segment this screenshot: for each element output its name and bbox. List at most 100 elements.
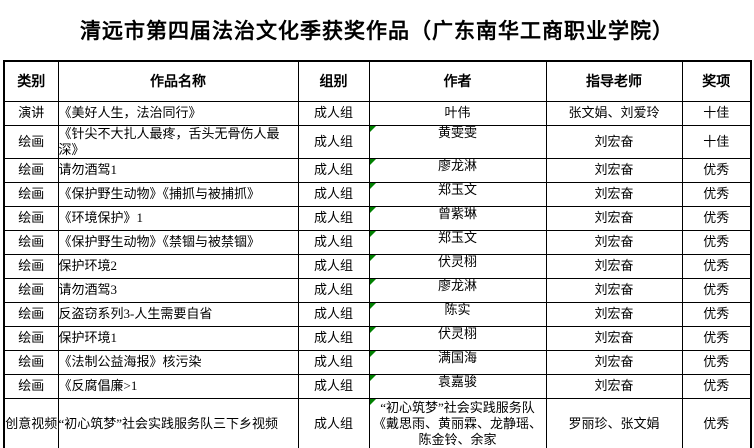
cell-author: 满国海: [368, 349, 547, 375]
cell-work: 《保护野生动物》《禁锢与被禁锢》: [57, 229, 299, 255]
cell-teacher: 刘宏奋: [545, 349, 683, 375]
cell-text: 创意视频: [5, 416, 58, 432]
cell-text: 《反腐倡廉>1: [58, 378, 138, 393]
cell-award: 优秀: [681, 373, 752, 399]
table-row: 绘画 《保护野生动物》《禁锢与被禁锢》 成人组 郑玉文 刘宏奋 优秀: [3, 229, 752, 255]
cell-text: 罗丽珍、张文娟: [568, 416, 660, 432]
page-title: 清远市第四届法治文化季获奖作品（广东南华工商职业学院）: [80, 20, 674, 43]
cell-work: “初心筑梦”社会实践服务队三下乡视频: [57, 397, 299, 448]
comment-marker-icon: [370, 231, 376, 237]
award-table: 类别 作品名称 组别 作者 指导老师 奖项 演讲 《美好人生，法治同行》 成人组 叶伟…: [3, 60, 752, 448]
cell-text: 绘画: [18, 133, 45, 149]
cell-text: 绘画: [18, 210, 45, 225]
cell-work: 请勿酒驾3: [57, 277, 299, 303]
cell-text: 郑玉文: [437, 182, 477, 197]
cell-text: 绘画: [18, 378, 45, 393]
cell-text: 成人组: [313, 354, 353, 369]
cell-text: 绘画: [18, 330, 45, 345]
cell-text: 叶伟: [444, 105, 471, 120]
comment-marker-icon: [370, 126, 376, 132]
cell-text: 请勿酒驾1: [58, 162, 118, 177]
comment-marker-icon: [370, 183, 376, 189]
comment-marker-icon: [370, 255, 376, 261]
cell-text: 刘宏奋: [594, 378, 634, 393]
cell-award: 十佳: [681, 100, 752, 126]
cell-text: 《法制公益海报》核污染: [58, 354, 202, 369]
cell-text: 十佳: [703, 105, 730, 120]
cell-category: 演讲: [3, 100, 59, 126]
cell-award: 优秀: [681, 397, 752, 448]
cell-work: 《反腐倡廉>1: [57, 373, 299, 399]
cell-text: 反盗窃系列3-人生需要自省: [58, 306, 213, 321]
cell-text: 演讲: [18, 105, 45, 120]
header-category: 类别: [3, 60, 59, 102]
cell-work: 《环境保护》1: [57, 205, 299, 231]
table-row: 绘画 保护环境1 成人组 伏灵栩 刘宏奋 优秀: [3, 325, 752, 351]
cell-award: 优秀: [681, 325, 752, 351]
cell-award: 优秀: [681, 229, 752, 255]
cell-text: 十佳: [703, 133, 730, 149]
cell-text: 优秀: [703, 210, 730, 225]
table-row: 绘画 《针尖不大扎人最疼，舌头无骨伤人最深》 成人组 黄雯雯 刘宏奋 十佳: [3, 124, 752, 159]
cell-group: 成人组: [297, 301, 370, 327]
cell-category: 绘画: [3, 349, 59, 375]
cell-text: 成人组: [313, 234, 353, 249]
cell-text: 优秀: [703, 306, 730, 321]
cell-category: 绘画: [3, 373, 59, 399]
cell-author: 叶伟: [368, 100, 547, 126]
table-row: 绘画 《法制公益海报》核污染 成人组 满国海 刘宏奋 优秀: [3, 349, 752, 375]
cell-text: 绘画: [18, 234, 45, 249]
cell-text: 成人组: [313, 105, 353, 120]
cell-award: 优秀: [681, 301, 752, 327]
table-row: 创意视频 “初心筑梦”社会实践服务队三下乡视频 成人组 “初心筑梦”社会实践服务队《戴…: [3, 397, 752, 448]
cell-group: 成人组: [297, 181, 370, 207]
cell-text: 成人组: [313, 306, 353, 321]
cell-category: 绘画: [3, 124, 59, 159]
cell-author: 曾紫琳: [368, 205, 547, 231]
cell-teacher: 刘宏奋: [545, 325, 683, 351]
comment-marker-icon: [370, 279, 376, 285]
cell-group: 成人组: [297, 397, 370, 448]
cell-text: 成人组: [313, 282, 353, 297]
cell-teacher: 张文娟、刘爱玲: [545, 100, 683, 126]
header-work: 作品名称: [57, 60, 299, 102]
cell-work: 《针尖不大扎人最疼，舌头无骨伤人最深》: [57, 124, 299, 159]
cell-work: 《美好人生，法治同行》: [57, 100, 299, 126]
cell-text: 优秀: [703, 282, 730, 297]
cell-award: 优秀: [681, 253, 752, 279]
header-group: 组别: [297, 60, 370, 102]
cell-group: 成人组: [297, 349, 370, 375]
cell-text: 陈实: [444, 302, 471, 317]
comment-marker-icon: [370, 327, 376, 333]
table-header-row: 类别 作品名称 组别 作者 指导老师 奖项: [3, 60, 752, 102]
cell-text: 刘宏奋: [594, 354, 634, 369]
cell-text: 刘宏奋: [594, 330, 634, 345]
comment-marker-icon: [370, 375, 376, 381]
cell-text: 优秀: [703, 234, 730, 249]
table-row: 演讲 《美好人生，法治同行》 成人组 叶伟 张文娟、刘爱玲 十佳: [3, 100, 752, 126]
table-body: 演讲 《美好人生，法治同行》 成人组 叶伟 张文娟、刘爱玲 十佳 绘画 《针尖不大扎人最疼，舌…: [3, 100, 752, 448]
cell-teacher: 罗丽珍、张文娟: [545, 397, 683, 448]
cell-text: 保护环境2: [58, 258, 118, 273]
cell-text: 刘宏奋: [594, 306, 634, 321]
cell-text: 保护环境1: [58, 330, 118, 345]
cell-text: “初心筑梦”社会实践服务队《戴思雨、黄丽霖、龙静瑶、陈金铃、余家: [372, 400, 542, 448]
cell-text: 绘画: [18, 162, 45, 177]
cell-group: 成人组: [297, 253, 370, 279]
cell-text: 刘宏奋: [594, 234, 634, 249]
cell-work: 保护环境1: [57, 325, 299, 351]
cell-text: 成人组: [313, 416, 353, 432]
cell-group: 成人组: [297, 277, 370, 303]
cell-teacher: 刘宏奋: [545, 205, 683, 231]
cell-author: 廖龙淋: [368, 277, 547, 303]
cell-text: 成人组: [313, 186, 353, 201]
cell-text: 《美好人生，法治同行》: [58, 105, 202, 120]
cell-text: 优秀: [703, 378, 730, 393]
cell-category: 绘画: [3, 181, 59, 207]
cell-text: 优秀: [703, 416, 730, 432]
cell-text: 张文娟、刘爱玲: [568, 105, 660, 120]
cell-author: 伏灵栩: [368, 253, 547, 279]
cell-text: 绘画: [18, 258, 45, 273]
cell-text: 《保护野生动物》《禁锢与被禁锢》: [58, 234, 261, 249]
